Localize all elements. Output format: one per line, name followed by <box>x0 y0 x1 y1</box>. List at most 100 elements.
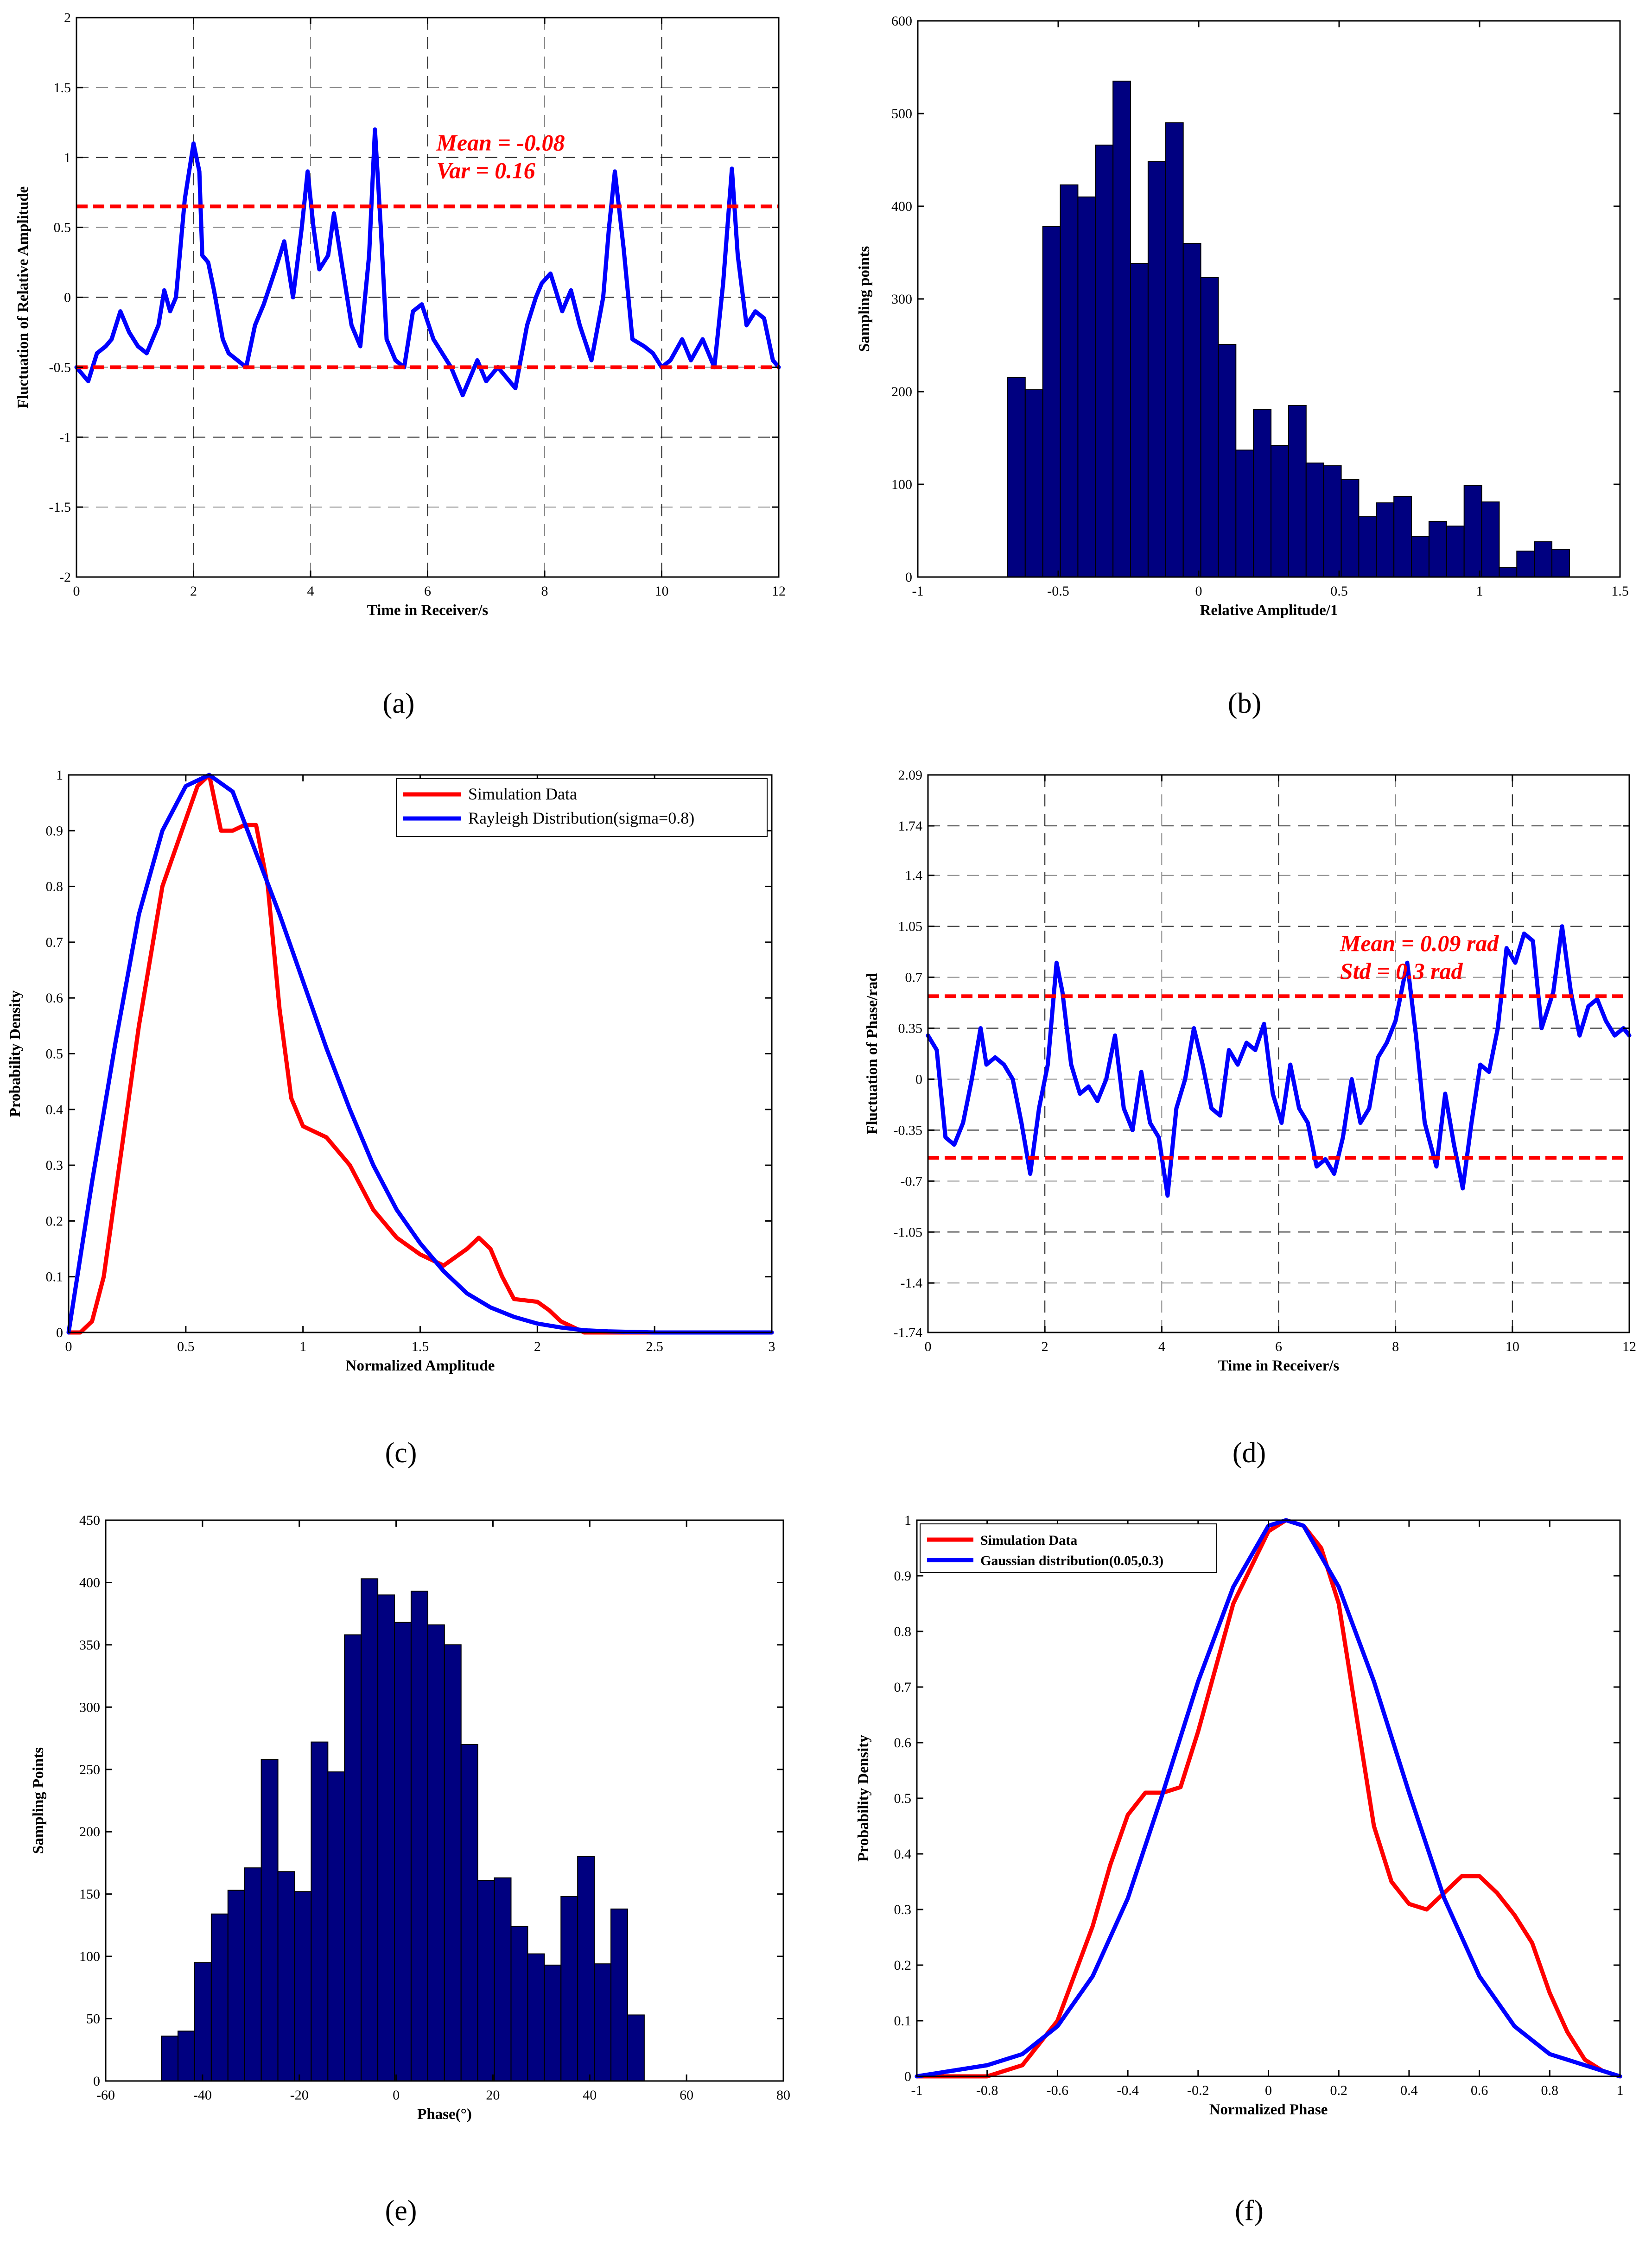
y-tick-label: -2 <box>59 570 71 585</box>
panel-label: (b) <box>1228 688 1261 719</box>
legend-label: Gaussian distribution(0.05,0.3) <box>980 1553 1163 1568</box>
bar <box>1024 389 1043 577</box>
x-tick-label: 1 <box>1617 2083 1624 2098</box>
y-tick-label: 0.7 <box>46 935 64 950</box>
bar <box>1341 479 1360 577</box>
bar <box>627 2014 645 2081</box>
x-tick-label: -0.5 <box>1047 584 1069 599</box>
bar <box>544 1964 562 2081</box>
bar <box>1305 463 1324 577</box>
x-axis-title: Normalized Phase <box>1209 2101 1328 2118</box>
x-tick-label: 0.8 <box>1541 2083 1559 2098</box>
y-tick-label: 0.2 <box>894 1958 912 1973</box>
legend: Simulation Data Rayleigh Distribution(sig… <box>396 778 768 837</box>
bar <box>444 1644 462 2081</box>
x-tick-label: 20 <box>486 2087 500 2103</box>
y-tick-label: -0.5 <box>49 360 71 375</box>
panel-label: (f) <box>1235 2195 1264 2227</box>
y-tick-label: 0.5 <box>894 1791 912 1806</box>
y-tick-label: 0.6 <box>46 990 64 1006</box>
y-tick-label: 500 <box>891 106 912 121</box>
axes-box <box>105 1519 784 2082</box>
x-axis-title: Time in Receiver/s <box>367 602 489 619</box>
bar <box>194 1962 212 2082</box>
legend: Simulation Data Gaussian distribution(0.0… <box>920 1523 1217 1573</box>
x-tick-label: -20 <box>290 2087 309 2103</box>
legend-box <box>920 1523 1217 1573</box>
chart-a: 0 2 4 6 8 10 12 -2 -1.5 -1 -0.5 0 0.5 1 1.5 2 Time in Re… <box>15 10 786 619</box>
y-tick-label: 350 <box>79 1637 100 1653</box>
y-tick-label: 0.9 <box>46 823 64 838</box>
y-tick-label: 200 <box>891 384 912 400</box>
bar <box>1463 485 1482 577</box>
x-tick-label: -0.2 <box>1187 2083 1209 2098</box>
x-tick-label: 12 <box>1622 1339 1636 1354</box>
y-tick-label: -0.35 <box>894 1123 923 1138</box>
y-tick-label: -1.5 <box>49 500 71 515</box>
y-axis-title: Sampling points <box>856 246 873 352</box>
x-tick-label: 0 <box>1265 2083 1272 2098</box>
legend-label: Simulation Data <box>980 1533 1077 1548</box>
x-tick-label: 0 <box>73 584 80 599</box>
bar <box>161 2036 179 2082</box>
x-tick-label: 12 <box>772 584 786 599</box>
y-tick-label: 200 <box>79 1824 100 1840</box>
chart-d: 0 2 4 6 8 10 12 -1.74 -1.4 -1.05 -0.7 -0.35 0 0.35 0.7… <box>864 768 1636 1374</box>
x-tick-label: 0.2 <box>1330 2083 1347 2098</box>
bar <box>178 2030 195 2081</box>
bar <box>1551 549 1570 577</box>
y-tick-label: 2.09 <box>898 768 923 783</box>
x-tick-label: 4 <box>1158 1339 1165 1354</box>
x-axis-title: Normalized Amplitude <box>346 1358 495 1374</box>
y-tick-label: 0 <box>56 1325 63 1340</box>
bar <box>311 1741 329 2082</box>
x-axis-title: Phase(°) <box>417 2106 472 2123</box>
y-tick-label: 1 <box>56 768 63 783</box>
stat-annotation: Std = 0.3 rad <box>1340 958 1463 984</box>
x-tick-label: 4 <box>307 584 314 599</box>
bar <box>1042 226 1061 577</box>
y-tick-label: 0 <box>93 2074 100 2089</box>
x-tick-label: 0 <box>925 1339 932 1354</box>
y-tick-label: 2 <box>64 10 71 25</box>
y-tick-label: -1.74 <box>894 1325 923 1340</box>
chart-b: -1 -0.5 0 0.5 1 1.5 0 100 200 300 400 500 600 Relativ… <box>856 13 1629 619</box>
bar <box>377 1594 395 2081</box>
y-tick-label: 100 <box>79 1949 100 1964</box>
series-line <box>915 1518 1622 2079</box>
y-tick-label: 0 <box>905 570 912 585</box>
bar <box>1288 405 1307 577</box>
x-tick-label: 1 <box>299 1339 306 1354</box>
y-tick-label: 0.7 <box>894 1680 912 1695</box>
stat-annotation: Var = 0.16 <box>436 158 535 184</box>
stat-annotation: Mean = -0.08 <box>436 130 565 156</box>
x-axis-title: Relative Amplitude/1 <box>1200 602 1338 619</box>
bar <box>1516 551 1535 577</box>
bar <box>1060 184 1079 577</box>
y-tick-label: 400 <box>79 1575 100 1590</box>
x-tick-label: 8 <box>541 584 548 599</box>
x-tick-label: 2 <box>534 1339 541 1354</box>
bar <box>1165 122 1184 577</box>
bar <box>1323 465 1342 577</box>
x-tick-label: 0 <box>393 2087 400 2103</box>
x-tick-label: 60 <box>680 2087 693 2103</box>
y-tick-label: -0.7 <box>901 1174 923 1189</box>
bar <box>1393 496 1412 577</box>
x-tick-label: 1.5 <box>1611 584 1629 599</box>
y-tick-label: 1.5 <box>54 80 71 95</box>
y-axis-title: Sampling Points <box>30 1747 47 1854</box>
bar <box>527 1953 545 2082</box>
y-tick-label: 0.9 <box>894 1568 912 1584</box>
bar <box>210 1913 229 2082</box>
y-tick-label: -1.4 <box>901 1275 923 1291</box>
bar <box>1446 526 1465 577</box>
bar <box>294 1891 312 2081</box>
x-tick-label: 0.4 <box>1400 2083 1418 2098</box>
bar <box>344 1634 362 2081</box>
bar <box>427 1624 445 2082</box>
bar <box>560 1896 578 2081</box>
y-tick-label: 0 <box>904 2069 911 2084</box>
y-axis-title: Probability Density <box>7 990 24 1117</box>
y-axis-title: Fluctuation of Phase/rad <box>864 973 881 1134</box>
